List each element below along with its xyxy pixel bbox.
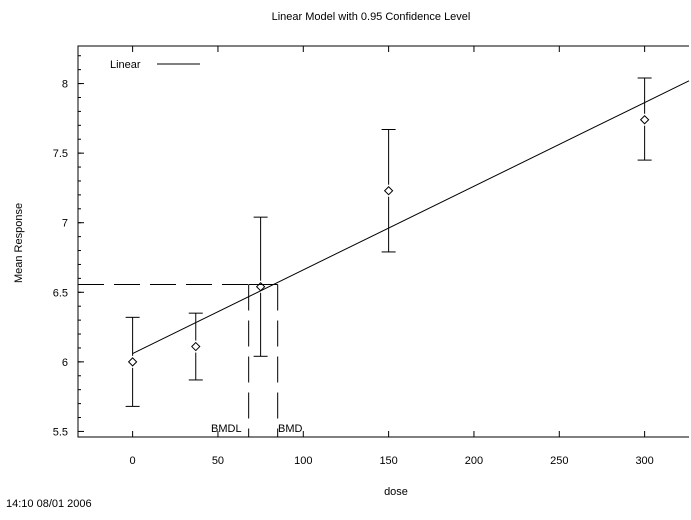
bmdl-label: BMDL [211, 423, 242, 435]
data-point [127, 357, 138, 367]
chart-title: Linear Model with 0.95 Confidence Level [272, 11, 471, 23]
y-axis-label: Mean Response [13, 203, 25, 283]
y-tick-label: 7 [62, 218, 68, 230]
plot-area: 0 50 100 150 200 250 300 5.5 6 6.5 7 7.5 8 [53, 45, 690, 467]
y-tick-label: 6.5 [53, 287, 68, 299]
x-tick-label: 200 [465, 455, 483, 467]
x-axis-label: dose [384, 486, 408, 498]
y-tick-label: 6 [62, 357, 68, 369]
plot-frame [77, 45, 689, 438]
x-tick-label: 250 [550, 455, 568, 467]
x-tick-label: 0 [130, 455, 136, 467]
y-tick-label: 8 [62, 79, 68, 91]
x-tick-label: 50 [212, 455, 224, 467]
y-tick-label: 5.5 [53, 426, 68, 438]
x-tick-label: 300 [635, 455, 653, 467]
legend-label: Linear [110, 59, 141, 71]
series-line-linear [132, 80, 690, 354]
y-tick-label: 7.5 [53, 148, 68, 160]
data-point [639, 115, 650, 125]
data-point [191, 341, 201, 352]
x-tick-label: 100 [294, 455, 312, 467]
data-point [383, 186, 394, 196]
bmd-label: BMD [278, 423, 303, 435]
timestamp: 14:10 08/01 2006 [6, 498, 92, 510]
x-tick-label: 150 [379, 455, 397, 467]
